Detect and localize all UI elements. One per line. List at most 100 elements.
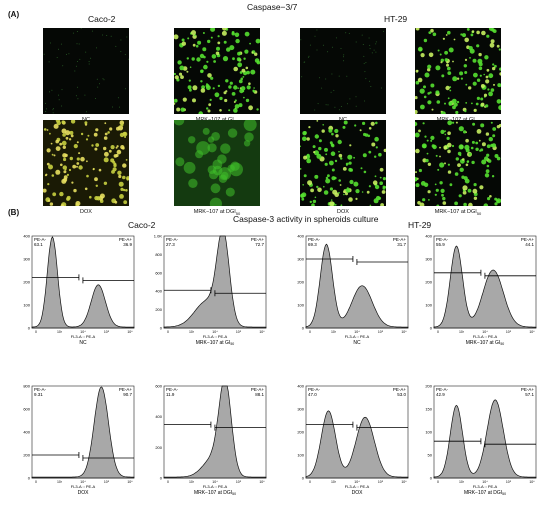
micrograph-label: DOX xyxy=(43,209,129,215)
gate-positive-label: PE-A+ xyxy=(393,237,407,242)
y-tick-label: 800 xyxy=(23,384,30,389)
gate-negative-percent: 42.9 xyxy=(436,392,445,397)
sample-label: MRK−107 at DGI50 xyxy=(194,490,236,496)
flow-histogram: PE-A- 11.9 PE-A+ 88.1 600 400 200 0 0 10³ 10⁴ 10⁵ 10… xyxy=(140,380,267,500)
gate-negative-label: PE-A- xyxy=(436,387,449,392)
gate-negative-percent: 63.1 xyxy=(34,242,43,247)
y-tick-label: 100 xyxy=(23,303,30,308)
micrograph-image xyxy=(42,118,131,208)
x-axis-label: FL3-A :: PE-A xyxy=(345,334,370,339)
panel-b-group-left: Caco-2 xyxy=(128,220,156,230)
x-tick-label: 0 xyxy=(35,330,37,334)
x-axis-label: FL3-A :: PE-A xyxy=(71,484,96,489)
x-axis-label: FL3-A :: PE-A xyxy=(473,334,498,339)
gate-positive-label: PE-A+ xyxy=(119,387,133,392)
x-tick-label: 10³ xyxy=(459,330,465,334)
y-tick-label: 200 xyxy=(155,307,162,312)
x-tick-label: 10⁵ xyxy=(506,480,512,484)
y-tick-label: 100 xyxy=(425,430,432,435)
micrograph-label-subscript: 50 xyxy=(476,211,482,217)
y-tick-label: 200 xyxy=(297,280,304,285)
x-tick-label: 10⁴ xyxy=(354,480,360,484)
flow-histogram: PE-A- 47.0 PE-A+ 53.0 400 300 200 100 0 0 10³ 10⁴ 10… xyxy=(282,380,409,500)
x-axis-label: FL3-A :: PE-A xyxy=(473,484,498,489)
micrograph-image xyxy=(172,25,261,116)
histogram-svg: PE-A-63.1 PE-A+36.9 400 300 200 100 00 10³ 10⁴ 10… xyxy=(23,234,135,346)
gate-negative-label: PE-A- xyxy=(34,237,47,242)
y-tick-label: 400 xyxy=(155,289,162,294)
x-tick-label: 0 xyxy=(35,480,37,484)
x-tick-label: 10⁵ xyxy=(378,330,384,334)
histogram-svg: PE-A-55.9 PE-A+44.1 400 300 200 100 00 10³ 10⁴ 10… xyxy=(425,234,537,346)
gate-positive-label: PE-A+ xyxy=(393,387,407,392)
gate-positive-percent: 53.0 xyxy=(397,392,406,397)
x-tick-label: 10³ xyxy=(57,480,63,484)
histogram-svg: PE-A-27.3 PE-A+72.7 1.0K 800 600 400 200 00 10³ 1… xyxy=(154,234,267,346)
gate-negative-label: PE-A- xyxy=(166,237,179,242)
micrograph-image xyxy=(173,114,260,210)
x-tick-label: 0 xyxy=(437,480,439,484)
panel-a-label: (A) xyxy=(8,10,20,19)
micrograph-image xyxy=(43,27,130,114)
micrograph-image xyxy=(413,26,504,117)
x-tick-label: 0 xyxy=(167,480,169,484)
x-tick-label: 10⁶ xyxy=(529,330,535,334)
micrograph-label: DOX xyxy=(300,209,386,215)
y-tick-label: 200 xyxy=(23,453,30,458)
micrograph-label-text: MRK−107 at DGI xyxy=(434,209,477,215)
y-tick-label: 0 xyxy=(28,476,31,481)
y-tick-label: 400 xyxy=(425,234,432,239)
micrograph-image xyxy=(299,120,387,207)
x-tick-label: 10⁴ xyxy=(80,330,86,334)
histogram-svg: PE-A-69.3 PE-A+31.7 400 300 200 100 00 10³ 10⁴ 10… xyxy=(297,234,409,346)
micrograph-label: MRK−107 at DGI50 xyxy=(174,209,260,216)
y-tick-label: 0 xyxy=(302,476,305,481)
micrograph-label-text: DOX xyxy=(80,209,92,215)
y-tick-label: 200 xyxy=(425,384,432,389)
gate-negative-percent: 27.3 xyxy=(166,242,175,247)
y-tick-label: 100 xyxy=(425,303,432,308)
x-tick-label: 10⁶ xyxy=(259,480,265,484)
gate-positive-percent: 44.1 xyxy=(525,242,534,247)
x-tick-label: 10⁴ xyxy=(354,330,360,334)
x-axis-label: FL3-A :: PE-A xyxy=(203,484,228,489)
gate-positive-percent: 90.7 xyxy=(123,392,132,397)
gate-positive-label: PE-A+ xyxy=(521,387,535,392)
histogram-curve xyxy=(305,243,409,329)
x-tick-label: 10⁵ xyxy=(236,330,242,334)
x-tick-label: 10⁶ xyxy=(529,480,535,484)
panel-a-group-left: Caco-2 xyxy=(88,14,116,24)
micrograph-label-text: DOX xyxy=(337,209,349,215)
micrograph-image xyxy=(412,120,503,208)
x-tick-label: 10⁴ xyxy=(482,330,488,334)
y-tick-label: 200 xyxy=(425,280,432,285)
y-tick-label: 200 xyxy=(23,280,30,285)
plot-frame xyxy=(31,385,135,479)
x-axis-label: FL3-A :: PE-A xyxy=(345,484,370,489)
y-tick-label: 300 xyxy=(23,257,30,262)
gate-negative-percent: 11.9 xyxy=(166,392,175,397)
x-tick-label: 10⁶ xyxy=(259,330,265,334)
x-tick-label: 10⁴ xyxy=(212,330,218,334)
panel-b-label: (B) xyxy=(8,208,20,217)
x-tick-label: 0 xyxy=(167,330,169,334)
micrograph-image xyxy=(300,28,386,114)
histogram-curve xyxy=(433,245,537,329)
x-tick-label: 10⁴ xyxy=(80,480,86,484)
x-tick-label: 10⁶ xyxy=(127,480,133,484)
histogram-curve xyxy=(163,235,267,329)
histogram-svg: PE-A-42.9 PE-A+57.1 200 150 100 50 00 10³ 10⁴ 10⁵… xyxy=(425,384,537,496)
flow-histogram: PE-A- 63.1 PE-A+ 36.9 400 300 200 100 0 0 10³ 10⁴ 10… xyxy=(8,230,135,350)
x-tick-label: 10⁵ xyxy=(104,480,110,484)
y-tick-label: 0 xyxy=(430,326,433,331)
micrograph-label-text: MRK−107 at DGI xyxy=(193,209,236,215)
x-tick-label: 10³ xyxy=(189,480,195,484)
panel-a-title: Caspase−3/7 xyxy=(247,2,298,12)
y-tick-label: 0 xyxy=(160,326,163,331)
histogram-svg: PE-A-9.31 PE-A+90.7 800 600 400 200 00 10³ 10⁴ 10… xyxy=(23,384,135,496)
gate-negative-percent: 47.0 xyxy=(308,392,317,397)
y-tick-label: 100 xyxy=(297,453,304,458)
x-tick-label: 10⁵ xyxy=(378,480,384,484)
histogram-svg: PE-A-11.9 PE-A+88.1 600 400 200 00 10³ 10⁴ 10⁵ 10… xyxy=(155,384,267,496)
histogram-curve xyxy=(31,386,135,479)
